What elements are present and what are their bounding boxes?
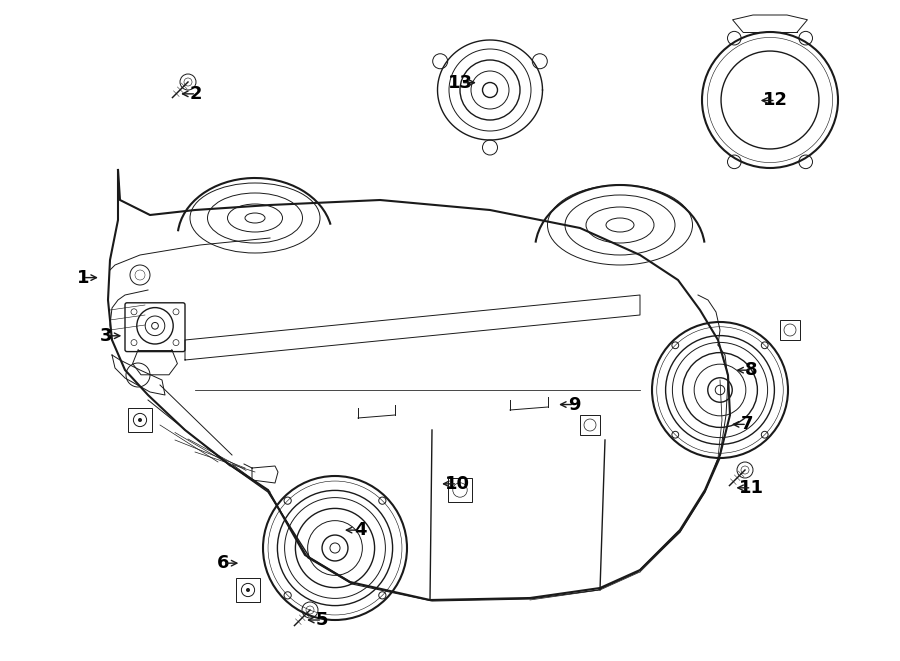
Text: 2: 2 [190,85,203,103]
Text: 12: 12 [763,91,788,110]
Circle shape [246,588,250,592]
Text: 3: 3 [100,327,112,345]
Text: 9: 9 [568,395,580,414]
Text: 13: 13 [448,73,473,92]
Text: 8: 8 [745,361,758,379]
Text: 6: 6 [217,554,230,572]
Text: 5: 5 [316,611,328,629]
Text: 10: 10 [445,475,470,493]
Circle shape [138,418,142,422]
Text: 7: 7 [741,415,753,434]
Text: 11: 11 [739,479,764,497]
Text: 4: 4 [354,521,366,539]
Text: 1: 1 [76,268,89,287]
